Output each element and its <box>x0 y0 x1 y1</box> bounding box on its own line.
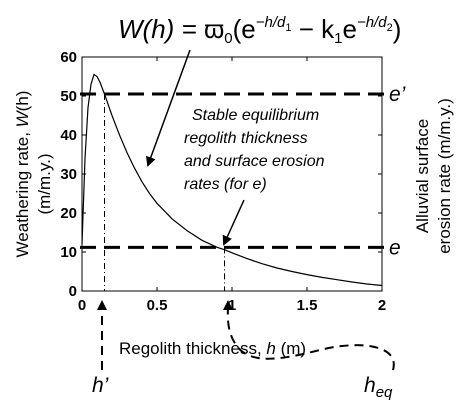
level-label-2: e <box>389 236 401 259</box>
annotation-line-4: rates (for e) <box>184 176 267 193</box>
svg-text:Weathering rate, W(h): Weathering rate, W(h) <box>13 91 32 258</box>
svg-text:Alluvial surface: Alluvial surface <box>413 119 432 233</box>
annotation-line-3: and surface erosion <box>184 153 325 170</box>
x-tick-label: 1.5 <box>297 297 318 314</box>
y-tick-label: 30 <box>60 166 77 183</box>
y-tick-label: 0 <box>69 283 77 300</box>
x-tick-label: 2 <box>378 297 386 314</box>
annotation-arrow <box>222 199 245 246</box>
y-tick-label: 40 <box>60 127 77 144</box>
svg-text:erosion rate (m/m.y.): erosion rate (m/m.y.) <box>435 98 454 254</box>
svg-text:(m/m.y.): (m/m.y.) <box>35 153 54 214</box>
annotation-line-1: Stable equilibrium <box>192 107 319 124</box>
annotation-text: Stable equilibrium regolith thickness an… <box>184 107 329 193</box>
x-axis-label: Regolith thickness, h (m) <box>119 339 306 358</box>
level-label-1: e’ <box>389 83 406 106</box>
y-tick-label: 50 <box>60 88 77 105</box>
x-tick-label: 1 <box>228 297 236 314</box>
x-tick-label: 0.5 <box>147 297 168 314</box>
intersection-labels: h’ heq <box>92 374 393 400</box>
formula-arrow <box>146 49 191 167</box>
y-tick-label: 20 <box>60 205 77 222</box>
y-tick-label: 60 <box>60 49 77 66</box>
intersection-label-1: h’ <box>92 374 109 397</box>
series-line-weathering-rate <box>81 73 383 287</box>
y-axis-label: Weathering rate, W(h) (m/m.y.) <box>13 91 54 258</box>
plot-frame <box>81 56 383 292</box>
annotation-line-2: regolith thickness <box>184 130 308 147</box>
h-eq-arrow <box>222 300 395 371</box>
formula: W(h) = ϖ0(e−h/d1 − k1e−h/d2) <box>118 14 401 47</box>
axis-ticks <box>81 56 383 292</box>
level-labels: e’ e <box>389 83 406 259</box>
y-tick-label: 10 <box>60 244 77 261</box>
intersection-label-2: heq <box>364 374 393 400</box>
y2-axis-label: Alluvial surface erosion rate (m/m.y.) <box>413 98 454 254</box>
x-tick-label: 0 <box>78 297 86 314</box>
level-lines <box>80 92 384 249</box>
